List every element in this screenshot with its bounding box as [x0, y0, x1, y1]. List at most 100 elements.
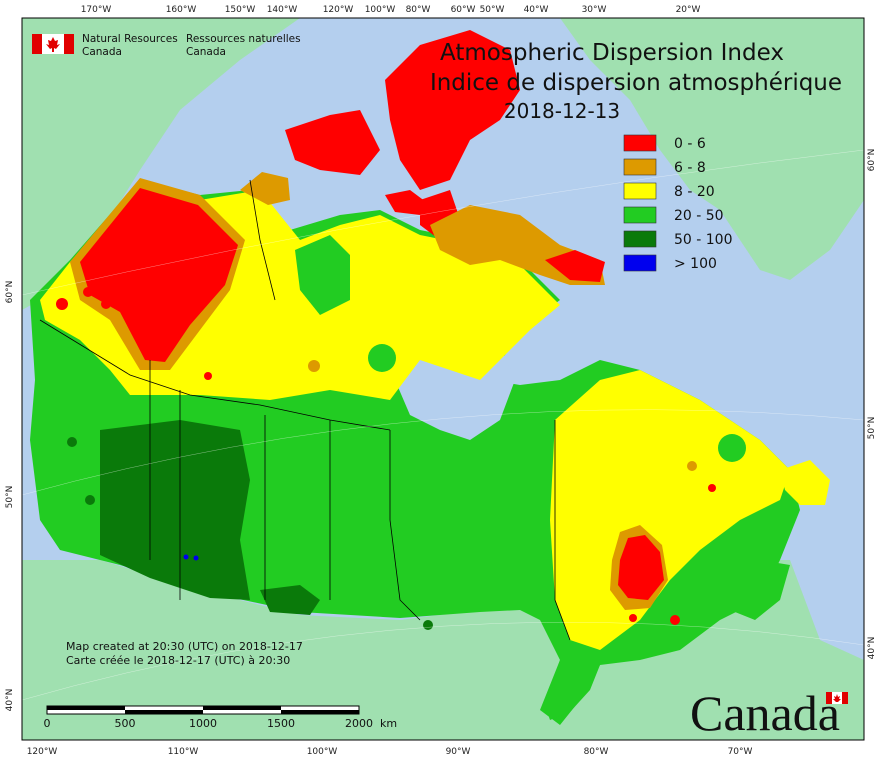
zone-20-50-keewatin: [295, 235, 350, 315]
zone-over-100-spot: [183, 554, 189, 560]
agency-en-line1: Natural Resources: [82, 33, 178, 45]
bottom-tick: 100°W: [307, 747, 338, 757]
top-tick: 150°W: [225, 5, 256, 15]
bottom-tick: 80°W: [584, 747, 609, 757]
zone-0-6-spot: [101, 299, 111, 309]
nrcan-logo: Natural Resources Canada Ressources natu…: [32, 33, 301, 58]
wordmark-text: Canada: [690, 685, 840, 741]
agency-fr-line2: Canada: [186, 46, 226, 58]
top-ticks: 170°W 160°W 150°W 140°W 120°W 100°W 80°W…: [81, 5, 701, 15]
top-tick: 120°W: [323, 5, 354, 15]
flag-right-bar: [64, 34, 74, 54]
bottom-tick: 110°W: [168, 747, 199, 757]
top-tick: 60°W: [451, 5, 476, 15]
top-tick: 100°W: [365, 5, 396, 15]
zone-0-6-spot: [629, 614, 637, 622]
zone-0-6-baffin-north: [385, 190, 430, 215]
scale-bar: 0 500 1000 1500 2000 km: [44, 705, 397, 730]
top-tick: 170°W: [81, 5, 112, 15]
scale-label: 1500: [267, 717, 295, 730]
legend-swatch: [623, 134, 657, 152]
provincial-boundaries: [39, 179, 571, 641]
zone-50-100-prairies: [100, 420, 250, 600]
left-ticks: 60°N 50°N 40°N: [5, 281, 15, 712]
legend-label: 8 - 20: [674, 184, 715, 200]
greenland: [560, 18, 864, 280]
left-tick: 60°N: [5, 281, 15, 304]
zone-0-6-ellesmere: [385, 30, 520, 190]
scale-label: 500: [115, 717, 136, 730]
created-note-en: Map created at 20:30 (UTC) on 2018-12-17: [66, 640, 303, 653]
graticule: [21, 149, 865, 701]
zone-0-6-yukon-core: [80, 188, 238, 362]
legend-swatch: [623, 206, 657, 224]
flag-left-bar: [32, 34, 42, 54]
scale-seg: [47, 706, 125, 710]
right-ticks: 60°N 50°N 40°N: [867, 149, 877, 660]
zone-0-6-baffin-tip: [545, 250, 605, 282]
legend-swatch: [623, 230, 657, 248]
map-date: 2018-12-13: [504, 99, 620, 123]
title-french: Indice de dispersion atmosphérique: [430, 70, 842, 96]
zone-6-8-banks: [240, 172, 290, 205]
zone-6-8-spot: [687, 461, 697, 471]
zone-0-6-spot: [670, 615, 680, 625]
wordmark-flag-right: [842, 692, 848, 704]
top-tick: 80°W: [406, 5, 431, 15]
legend-label: > 100: [674, 256, 717, 272]
scale-label: 1000: [189, 717, 217, 730]
agency-fr-line1: Ressources naturelles: [186, 33, 301, 45]
scale-unit: km: [380, 717, 397, 730]
right-tick: 40°N: [867, 637, 877, 660]
right-tick: 60°N: [867, 149, 877, 172]
legend-label: 50 - 100: [674, 232, 733, 248]
bottom-ticks: 120°W 110°W 100°W 90°W 80°W 70°W: [27, 747, 753, 757]
zone-50-100-spot: [423, 620, 433, 630]
left-tick: 40°N: [5, 689, 15, 712]
legend-swatch: [623, 158, 657, 176]
bottom-tick: 120°W: [27, 747, 58, 757]
legend-label: 20 - 50: [674, 208, 724, 224]
zone-20-50-spot: [368, 344, 396, 372]
legend-label: 6 - 8: [674, 160, 706, 176]
created-note-fr: Carte créée le 2018-12-17 (UTC) à 20:30: [66, 654, 290, 667]
zone-0-6-spot: [83, 287, 93, 297]
zone-0-6-quebec-south: [618, 535, 664, 600]
zone-0-6-spot: [204, 372, 212, 380]
agency-en-line2: Canada: [82, 46, 122, 58]
legend: 0 - 6 6 - 8 8 - 20 20 - 50 50 - 100 > 100: [623, 134, 733, 272]
legend-label: 0 - 6: [674, 136, 706, 152]
canada-wordmark: Canada: [690, 685, 848, 741]
zone-20-50-maritimes: [700, 545, 790, 620]
top-tick: 160°W: [166, 5, 197, 15]
zone-0-6-arctic-islands: [285, 110, 380, 175]
zone-20-50-spot: [718, 434, 746, 462]
right-tick: 50°N: [867, 417, 877, 440]
bottom-tick: 90°W: [446, 747, 471, 757]
top-tick: 140°W: [267, 5, 298, 15]
scale-seg: [125, 710, 203, 714]
map-frame: [21, 17, 865, 741]
scale-label: 2000: [345, 717, 373, 730]
zone-50-100-spot: [67, 437, 77, 447]
zone-50-100-manitoba: [260, 585, 320, 615]
zone-0-6-spot: [56, 298, 68, 310]
bottom-tick: 70°W: [728, 747, 753, 757]
legend-swatch: [623, 182, 657, 200]
zone-0-6-spot: [708, 484, 716, 492]
scale-label: 0: [44, 717, 51, 730]
left-tick: 50°N: [5, 486, 15, 509]
zone-8-20-newfoundland: [780, 460, 830, 505]
scale-seg: [281, 710, 359, 714]
top-tick: 50°W: [480, 5, 505, 15]
title-english: Atmospheric Dispersion Index: [440, 40, 784, 66]
wordmark-flag-left: [826, 692, 832, 704]
zone-20-50-southern-ontario: [545, 660, 600, 720]
zone-50-100-spot: [85, 495, 95, 505]
legend-swatch: [623, 254, 657, 272]
zone-6-8-spot: [308, 360, 320, 372]
top-tick: 30°W: [582, 5, 607, 15]
maple-leaf-icon: [46, 37, 60, 52]
top-tick: 20°W: [676, 5, 701, 15]
